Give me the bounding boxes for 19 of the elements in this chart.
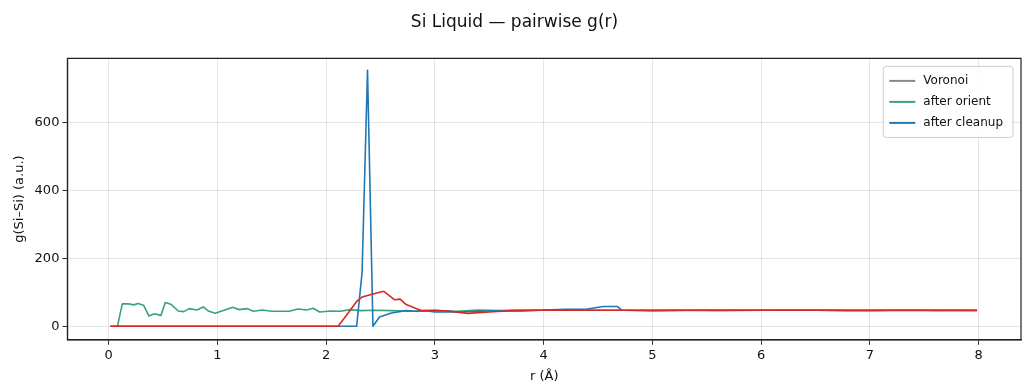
chart-title: Si Liquid — pairwise g(r) [410,10,619,31]
y-tick-label: 400 [34,182,60,197]
x-tick-label: 3 [430,346,440,362]
legend-label: after orient [923,94,992,109]
x-tick-label: 8 [974,346,983,362]
x-tick-label: 7 [865,346,874,362]
x-tick-label: 2 [322,346,331,362]
x-tick-label: 0 [104,346,113,362]
x-axis-title: r (Å) [529,367,559,383]
legend-label: after cleanup [923,115,1003,130]
x-tick-label: 5 [648,346,657,362]
x-tick-label: 4 [539,346,548,362]
x-tick-label: 6 [756,346,766,362]
legend-label: Voronoi [923,73,969,88]
y-tick-label: 600 [34,114,60,130]
y-axis-title: g(Si–Si) (a.u.) [11,155,27,243]
x-tick-label: 1 [213,346,222,362]
y-tick-label: 200 [34,249,60,265]
y-tick-label: 0 [51,317,60,333]
